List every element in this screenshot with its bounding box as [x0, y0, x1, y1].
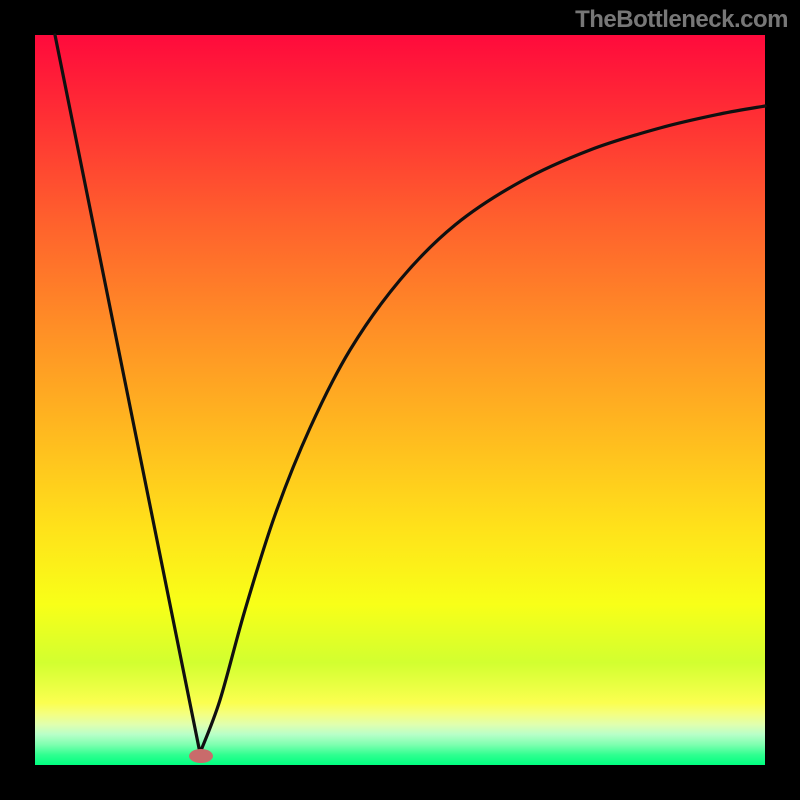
- gradient-plot-area: [35, 35, 765, 765]
- bottleneck-chart: [0, 0, 800, 800]
- optimal-marker: [189, 749, 213, 763]
- chart-container: { "watermark": { "text": "TheBottleneck.…: [0, 0, 800, 800]
- watermark-text: TheBottleneck.com: [575, 6, 788, 34]
